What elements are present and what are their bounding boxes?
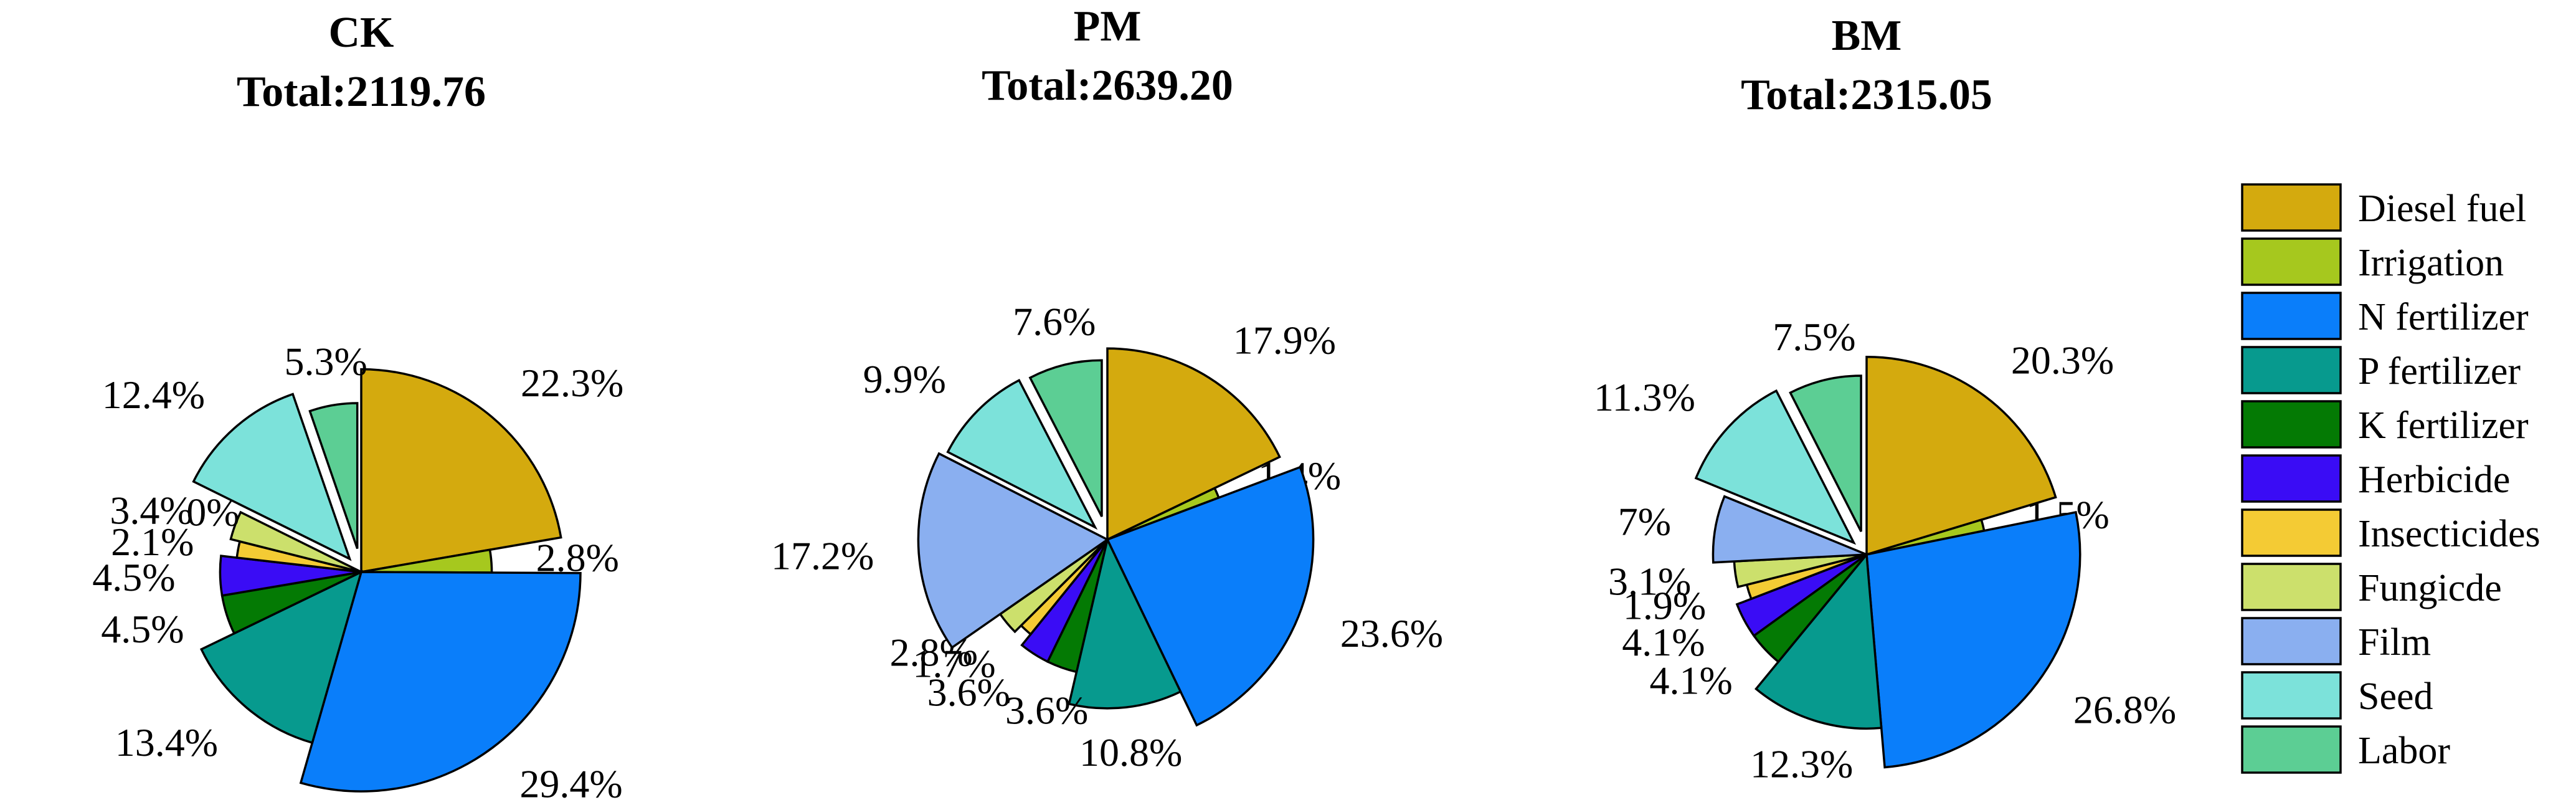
legend-swatch-diesel-fuel [2241,183,2342,232]
label-insecticides: 1.7% [912,642,995,686]
label-seed: 11.3% [1594,375,1695,419]
label-fungicde: 3.4% [110,488,192,532]
legend-label-p-fertilizer: P fertilizer [2358,350,2521,393]
legend-swatch-k-fertilizer [2241,400,2342,449]
legend-label-k-fertilizer: K fertilizer [2358,404,2529,447]
legend: Diesel fuel Irrigation N fertilizer P ferti… [2241,183,2540,774]
pie-pm: PMTotal:2639.2017.9%1.4%23.6%10.8%3.6%3.… [771,2,1443,774]
label-n-fertilizer: 23.6% [1340,611,1443,655]
slice-n-fertilizer [299,571,582,793]
slice-herbicide [1735,553,1868,637]
chart-subtitle: Total:2639.20 [982,62,1233,110]
legend-swatch-insecticides [2241,508,2342,557]
slice-herbicide [1020,538,1109,664]
label-p-fertilizer: 12.3% [1750,741,1853,786]
slice-fungicde [229,510,362,573]
label-diesel-fuel: 22.3% [521,361,623,405]
legend-label-labor: Labor [2358,730,2450,772]
label-labor: 7.6% [1013,300,1096,344]
slice-labor [308,402,359,550]
slice-film [1712,495,1867,564]
label-diesel-fuel: 20.3% [2011,338,2114,382]
label-diesel-fuel: 17.9% [1233,318,1336,362]
label-k-fertilizer: 4.5% [101,607,184,651]
legend-label-herbicide: Herbicide [2358,459,2510,501]
slice-labor [1028,359,1103,517]
label-k-fertilizer: 4.1% [1649,659,1732,703]
label-seed: 12.4% [102,373,205,417]
slice-seed [1694,389,1857,545]
label-insecticides: 2.1% [111,520,194,564]
slice-p-fertilizer [199,569,363,745]
slice-n-fertilizer [1865,510,2081,769]
label-labor: 7.5% [1773,315,1855,359]
legend-swatch-film [2241,617,2342,665]
label-film: 7% [1618,500,1671,544]
pie-ck: CKTotal:2119.7622.3%2.8%29.4%13.4%4.5%4.… [92,9,623,806]
pie-panels: CKTotal:2119.7622.3%2.8%29.4%13.4%4.5%4.… [92,2,2176,806]
slice-diesel-fuel [1106,347,1281,541]
label-film: 17.2% [771,533,874,578]
legend-swatch-labor [2241,725,2342,774]
label-p-fertilizer: 13.4% [115,720,218,765]
label-n-fertilizer: 29.4% [519,761,622,806]
legend-label-diesel-fuel: Diesel fuel [2358,188,2526,230]
slice-p-fertilizer [1754,551,1883,730]
legend-swatch-p-fertilizer [2241,346,2342,394]
label-herbicide: 3.6% [927,670,1010,715]
slice-herbicide [219,555,362,597]
slice-p-fertilizer [1068,536,1182,710]
label-herbicide: 4.5% [92,555,175,599]
slice-diesel-fuel [1865,356,2057,556]
legend-label-n-fertilizer: N fertilizer [2358,296,2529,338]
legend-swatch-fungicde [2241,563,2342,611]
legend-label-seed: Seed [2358,675,2433,718]
legend-label-irrigation: Irrigation [2358,242,2504,284]
chart-subtitle: Total:2119.76 [237,68,486,116]
legend-swatch-n-fertilizer [2241,292,2342,340]
label-n-fertilizer: 26.8% [2073,688,2176,732]
label-k-fertilizer: 3.6% [1005,688,1088,732]
label-herbicide: 4.1% [1622,620,1705,664]
label-labor: 5.3% [284,339,367,383]
label-insecticides: 1.9% [1623,584,1706,628]
label-seed: 9.9% [863,357,946,401]
slice-n-fertilizer [1106,465,1315,727]
slice-seed [946,378,1098,530]
legend-swatch-seed [2241,671,2342,720]
chart-title: PM [1074,2,1142,50]
legend-label-insecticides: Insecticides [2358,513,2540,555]
label-p-fertilizer: 10.8% [1079,730,1182,774]
legend-swatch-herbicide [2241,454,2342,503]
chart-title: BM [1832,12,1902,60]
label-fungicde: 3.1% [1608,559,1691,603]
legend-label-fungicde: Fungicde [2358,567,2502,609]
pie-bm: BMTotal:2315.0520.3%1.5%26.8%12.3%4.1%4.… [1594,12,2176,786]
slice-film [917,452,1110,649]
slice-diesel-fuel [360,368,562,574]
legend-swatch-irrigation [2241,237,2342,286]
slice-seed [192,393,352,561]
legend-label-film: Film [2358,621,2431,664]
chart-title: CK [329,9,394,57]
chart-subtitle: Total:2315.05 [1741,71,1992,119]
slice-labor [1789,374,1862,532]
